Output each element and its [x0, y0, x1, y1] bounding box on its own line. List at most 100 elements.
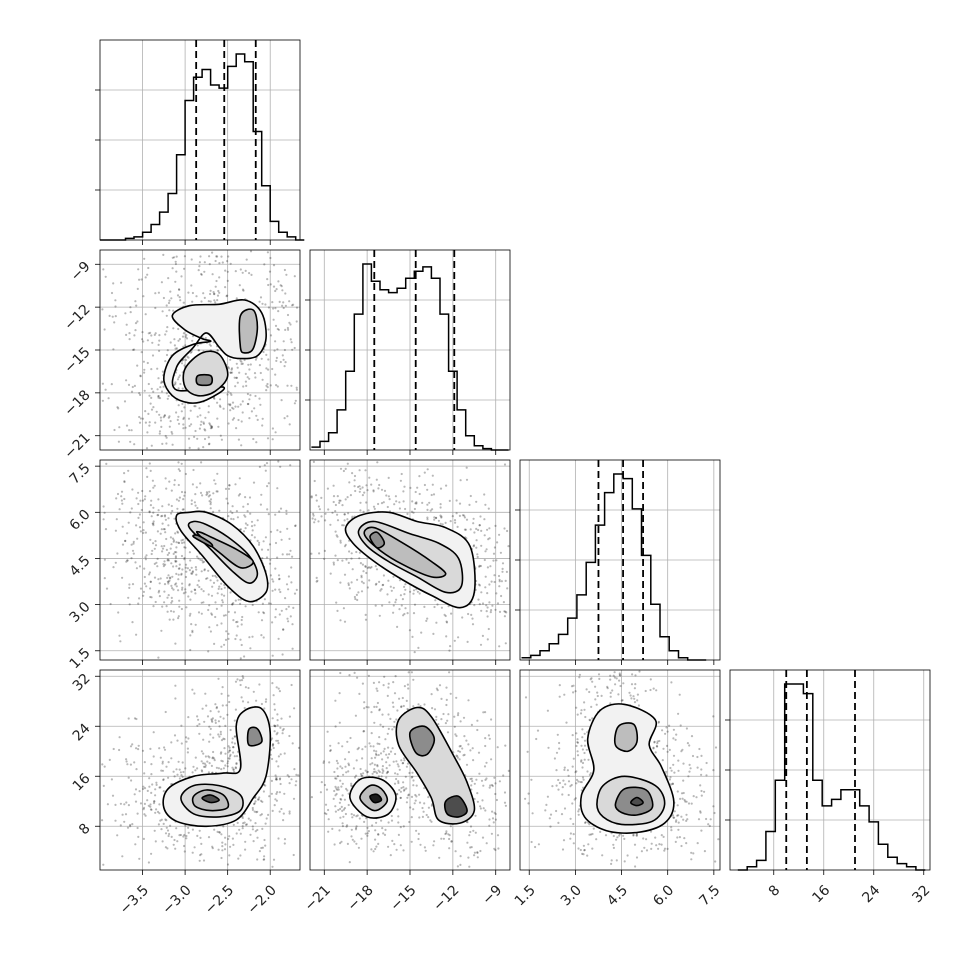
scatter-point: [165, 605, 168, 608]
scatter-point: [398, 608, 401, 611]
scatter-point: [358, 557, 361, 560]
scatter-point: [274, 616, 277, 619]
scatter-point: [481, 799, 484, 802]
scatter-point: [682, 779, 685, 782]
scatter-point: [397, 780, 400, 783]
scatter-point: [147, 412, 150, 415]
scatter-point: [196, 437, 199, 440]
scatter-point: [360, 574, 363, 577]
scatter-point: [367, 706, 370, 709]
scatter-point: [264, 844, 267, 847]
scatter-point: [703, 790, 706, 793]
scatter-point: [351, 515, 354, 518]
scatter-point: [419, 705, 422, 708]
scatter-point: [237, 418, 240, 422]
scatter-point: [148, 510, 151, 514]
scatter-point: [251, 828, 254, 831]
scatter-point: [154, 600, 157, 604]
scatter-point: [393, 843, 396, 846]
scatter-point: [236, 821, 239, 825]
scatter-point: [633, 697, 636, 700]
scatter-point: [232, 768, 235, 771]
scatter-point: [198, 427, 201, 430]
scatter-point: [176, 840, 179, 843]
scatter-point: [188, 584, 191, 587]
scatter-point: [386, 770, 389, 773]
scatter-point: [501, 567, 504, 571]
scatter-point: [397, 815, 400, 818]
scatter-point: [435, 687, 438, 690]
scatter-point: [674, 820, 678, 823]
scatter-point: [149, 803, 152, 806]
scatter-point: [150, 852, 153, 855]
scatter-point: [209, 427, 212, 430]
scatter-point: [246, 376, 249, 379]
scatter-point: [258, 364, 261, 367]
scatter-point: [665, 770, 668, 774]
scatter-point: [150, 515, 153, 518]
scatter-point: [380, 775, 383, 778]
scatter-point: [185, 333, 188, 337]
scatter-point: [180, 410, 183, 413]
scatter-point: [247, 701, 250, 704]
scatter-point: [380, 588, 383, 591]
scatter-point: [277, 837, 280, 840]
scatter-point: [671, 782, 674, 785]
scatter-point: [576, 741, 580, 744]
scatter-point: [417, 837, 420, 841]
scatter-point: [235, 376, 238, 379]
scatter-point: [117, 407, 120, 410]
scatter-point: [272, 264, 276, 267]
scatter-point: [262, 350, 265, 354]
scatter-point: [334, 810, 337, 813]
scatter-point: [348, 481, 351, 484]
scatter-point: [394, 601, 397, 604]
scatter-point: [558, 747, 561, 750]
scatter-point: [142, 594, 145, 597]
scatter-point: [670, 681, 673, 684]
scatter-point: [579, 712, 583, 715]
scatter-point: [159, 756, 162, 759]
scatter-point: [469, 777, 472, 781]
scatter-point: [649, 678, 652, 681]
scatter-point: [187, 826, 190, 829]
scatter-point: [194, 592, 197, 595]
scatter-point: [231, 737, 234, 740]
scatter-point: [463, 753, 466, 756]
scatter-point: [177, 415, 180, 418]
scatter-point: [282, 628, 285, 631]
scatter-point: [475, 539, 478, 542]
scatter-point: [329, 523, 332, 526]
scatter-point: [652, 687, 655, 690]
scatter-point: [363, 701, 366, 704]
scatter-point: [166, 553, 169, 557]
scatter-point: [160, 828, 163, 831]
scatter-point: [498, 780, 501, 783]
scatter-point: [558, 781, 562, 785]
scatter-point: [383, 747, 386, 751]
scatter-point: [410, 795, 414, 799]
scatter-point: [219, 405, 222, 408]
scatter-point: [178, 288, 181, 291]
scatter-point: [200, 853, 203, 856]
scatter-point: [114, 529, 117, 532]
scatter-point: [676, 790, 679, 793]
scatter-point: [180, 275, 183, 278]
scatter-point: [198, 349, 201, 352]
scatter-point: [158, 595, 161, 598]
scatter-point: [397, 781, 400, 785]
scatter-point: [162, 822, 165, 826]
scatter-point: [278, 577, 281, 580]
scatter-point: [578, 808, 581, 811]
scatter-point: [341, 524, 344, 527]
scatter-point: [644, 689, 647, 693]
scatter-point: [405, 765, 408, 768]
scatter-point: [138, 392, 141, 395]
scatter-point: [213, 292, 216, 295]
scatter-point: [274, 373, 277, 376]
scatter-point: [382, 769, 385, 773]
scatter-point: [174, 532, 177, 535]
scatter-point: [138, 513, 141, 516]
scatter-point: [251, 808, 254, 812]
scatter-point: [419, 843, 422, 846]
